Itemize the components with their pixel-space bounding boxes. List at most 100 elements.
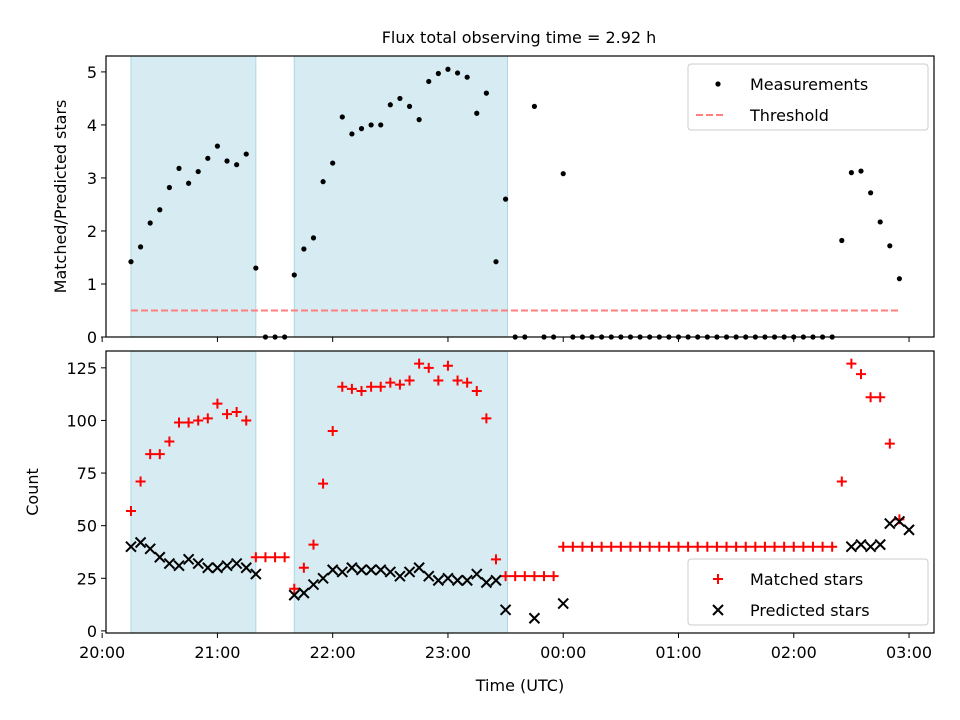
matched-star-point [740, 541, 751, 552]
matched-star-point [558, 541, 569, 552]
x-tick-label: 03:00 [886, 643, 932, 662]
measurement-point [858, 168, 864, 174]
predicted-star-point [893, 515, 906, 528]
axes-frame [105, 350, 935, 634]
measurement-point [234, 162, 240, 168]
predicted-star-point [442, 572, 454, 584]
measurement-point [502, 196, 509, 202]
legend-predicted-swatch [712, 604, 724, 616]
x-tick-label: 23:00 [425, 643, 471, 662]
predicted-star-point [432, 574, 445, 587]
matched-star-point [846, 358, 857, 369]
matched-star-point [644, 541, 655, 552]
predicted-star-point [154, 551, 166, 563]
y-tick-label: 25 [77, 569, 97, 588]
measurement-point [397, 95, 403, 102]
predicted-star-point [163, 557, 176, 570]
matched-star-point [145, 449, 156, 460]
y-tick-label: 1 [87, 275, 97, 294]
matched-star-point [279, 552, 290, 563]
matched-star-point [884, 438, 895, 449]
axes-frame [105, 55, 935, 338]
legend-entry: Measurements [750, 75, 868, 94]
measurement-point [483, 90, 489, 96]
measurement-point [195, 168, 201, 175]
measurement-point [877, 219, 883, 225]
y-axis-label: Matched/Predicted stars [51, 100, 70, 294]
y-tick-label: 0 [87, 622, 97, 641]
chart-title: Flux total observing time = 2.92 h [382, 28, 657, 47]
matched-star-point [654, 541, 665, 552]
y-tick-label: 3 [87, 169, 97, 188]
predicted-star-point [173, 559, 185, 572]
matched-star-point [587, 541, 598, 552]
predicted-star-point [240, 562, 252, 574]
matched-star-point [366, 381, 377, 392]
matched-star-point [490, 554, 501, 565]
measurement-point [426, 78, 432, 85]
matched-star-point [827, 541, 838, 552]
matched-star-point [721, 541, 732, 552]
matched-star-point [596, 541, 607, 552]
matched-star-point [404, 375, 415, 386]
predicted-star-point [384, 566, 397, 578]
measurement-point [176, 165, 182, 171]
x-tick-label: 01:00 [655, 643, 701, 662]
matched-star-point [875, 392, 886, 403]
predicted-star-point [413, 562, 425, 574]
predicted-star-point [298, 587, 310, 599]
matched-star-point [212, 398, 223, 409]
matched-star-point [471, 385, 482, 396]
measurement-point [896, 276, 903, 282]
x-tick-label: 21:00 [194, 643, 240, 662]
legend-matched-swatch [713, 574, 723, 584]
matched-star-point [327, 425, 338, 436]
matched-star-point [433, 375, 444, 386]
matched-star-point [817, 541, 828, 552]
measurement-point [205, 155, 211, 161]
matched-star-point [779, 541, 790, 552]
predicted-star-point [903, 524, 915, 536]
matched-star-point [788, 541, 799, 552]
matched-star-point [635, 541, 646, 552]
measurement-point [464, 74, 470, 80]
x-tick-label: 20:00 [79, 643, 125, 662]
matched-star-point [683, 541, 694, 552]
predicted-star-point [855, 538, 867, 551]
measurement-point [157, 207, 163, 213]
matched-star-point [375, 381, 386, 392]
predicted-star-point [202, 562, 214, 574]
matched-star-point [241, 415, 252, 426]
measurement-point [368, 122, 374, 128]
matched-star-point [442, 360, 453, 371]
measurement-point [243, 151, 249, 157]
measurement-point [137, 244, 144, 250]
measurement-point [848, 170, 854, 176]
predicted-star-point [134, 536, 147, 549]
y-tick-label: 5 [87, 63, 97, 82]
measurement-point [301, 246, 307, 252]
predicted-star-point [355, 564, 368, 576]
matched-star-point [193, 415, 204, 426]
measurement-point [330, 160, 336, 166]
predicted-star-point [499, 604, 512, 616]
predicted-star-point [250, 568, 262, 580]
x-tick-label: 22:00 [310, 643, 356, 662]
matched-star-point [673, 541, 684, 552]
matched-star-point [500, 571, 511, 582]
measurement-point [349, 131, 355, 137]
y-tick-label: 50 [77, 517, 97, 536]
measurement-point [560, 171, 566, 177]
matched-star-point [750, 541, 761, 552]
y-axis-label: Count [23, 468, 42, 516]
predicted-star-point [403, 566, 416, 578]
measurement-point [214, 143, 221, 149]
matched-star-point [567, 541, 578, 552]
matched-star-point [663, 541, 674, 552]
legend-box [687, 558, 929, 626]
matched-star-point [807, 541, 818, 552]
shaded-interval-1 [293, 55, 509, 338]
predicted-star-point [230, 557, 243, 570]
matched-star-point [346, 383, 357, 394]
measurement-point [128, 259, 134, 265]
